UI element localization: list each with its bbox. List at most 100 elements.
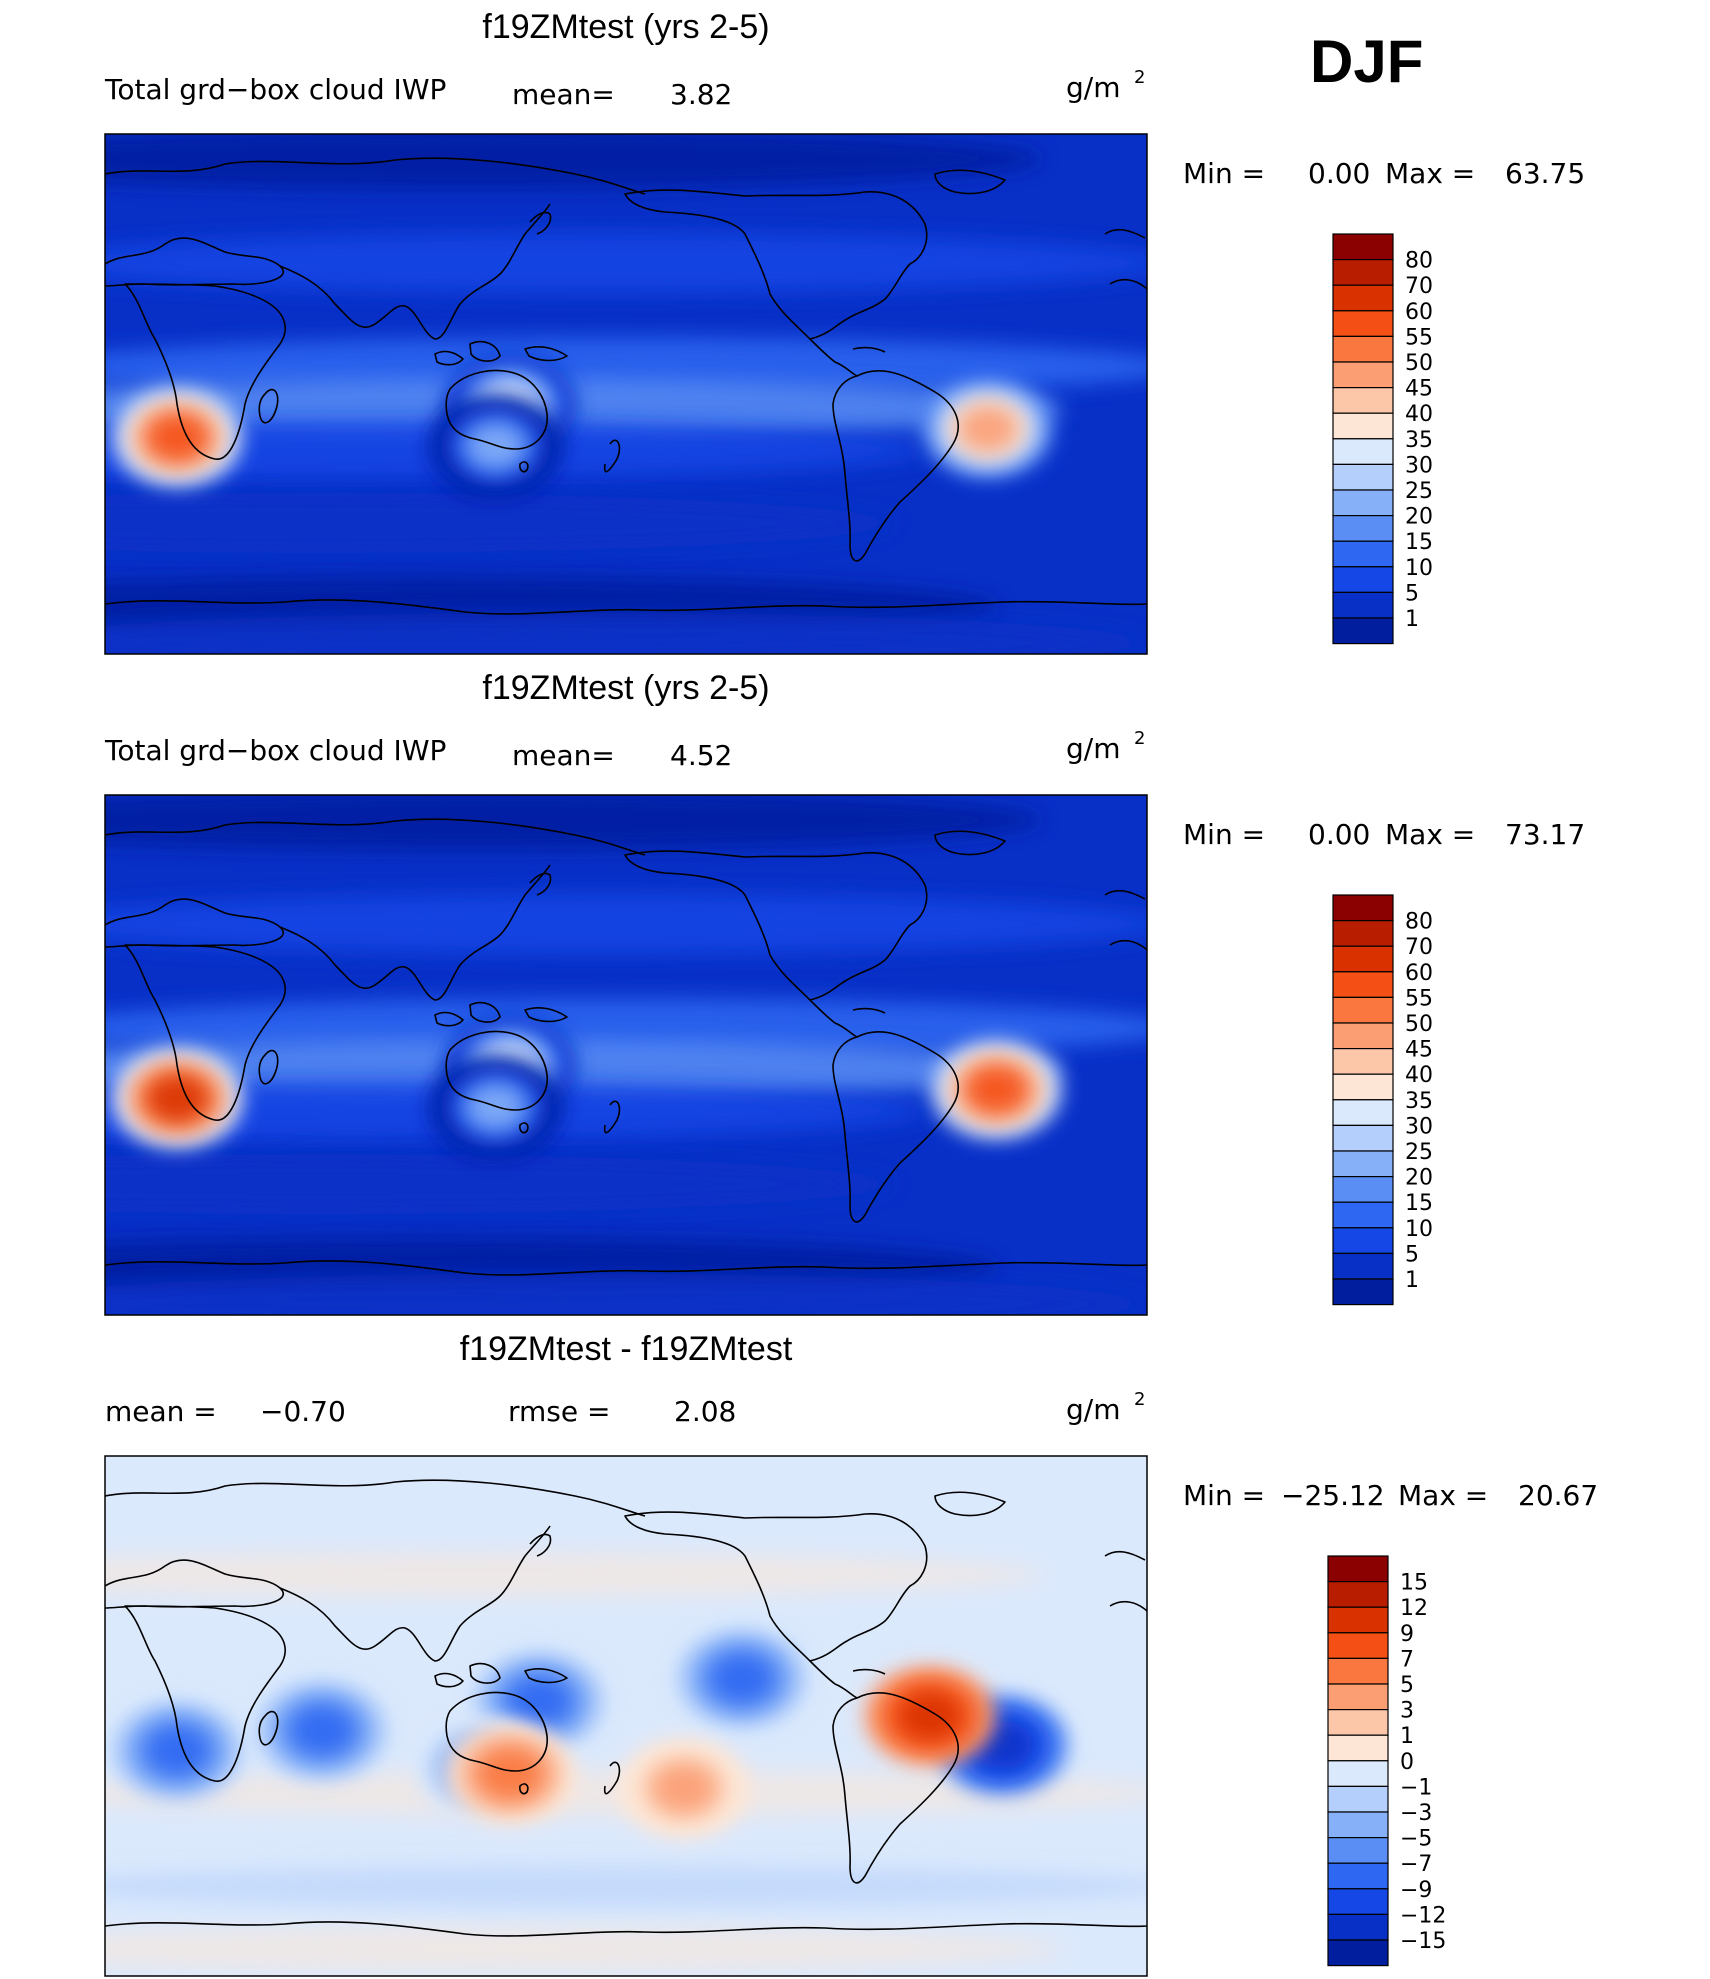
max-label: Max = <box>1398 1479 1488 1512</box>
colorbar-tick-label: 55 <box>1405 986 1433 1011</box>
region-southern-africa <box>147 1075 208 1122</box>
colorbar-box <box>1332 514 1394 542</box>
colorbar-tick-label: −1 <box>1400 1775 1432 1800</box>
region-southern-africa <box>147 414 208 461</box>
colorbar-tick-label: 15 <box>1400 1571 1428 1596</box>
min-value: −25.12 <box>1281 1479 1385 1512</box>
units-superscript: 2 <box>1134 1389 1145 1410</box>
map-frame <box>104 133 1148 655</box>
region-southern-africa <box>147 1727 208 1774</box>
colorbar-box <box>1332 1022 1394 1050</box>
region-australia-east <box>480 1750 541 1797</box>
colorbar-tick-label: −15 <box>1400 1929 1446 1954</box>
colorbar-tick-label: 25 <box>1405 479 1433 504</box>
colorbar-box <box>1332 540 1394 568</box>
colorbar-tick-label: 45 <box>1405 1038 1433 1063</box>
map-field <box>105 1456 1147 1976</box>
colorbar-box <box>1332 1047 1394 1075</box>
colorbar-box <box>1332 1175 1394 1203</box>
colorbar-tick-label: −3 <box>1400 1801 1432 1826</box>
field-band <box>105 1154 893 1214</box>
region-north-pacific <box>711 1655 772 1702</box>
colorbar-tick-label: 20 <box>1405 1166 1433 1191</box>
map-frame <box>104 794 1148 1316</box>
colorbar-box <box>1327 1632 1389 1660</box>
map-frame <box>104 1455 1148 1977</box>
colorbar-tick-label: 20 <box>1405 505 1433 530</box>
season-label: DJF <box>1310 28 1423 95</box>
min-value: 0.00 <box>1308 818 1370 851</box>
colorbar-tick-label: 1 <box>1400 1724 1414 1749</box>
map-panel-3: f19ZMtest - f19ZMtest mean = −0.70 rmse = 2.… <box>104 1330 1598 1977</box>
min-label: Min = <box>1183 818 1265 851</box>
field-band <box>105 1927 1065 1971</box>
colorbar-tick-label: 70 <box>1405 935 1433 960</box>
colorbar-box <box>1327 1555 1389 1583</box>
panel-title: f19ZMtest - f19ZMtest <box>460 1330 793 1368</box>
region-western-pacific <box>509 1678 570 1725</box>
colorbar-box <box>1332 996 1394 1024</box>
panel-title: f19ZMtest (yrs 2-5) <box>482 669 769 707</box>
colorbar-box <box>1327 1734 1389 1762</box>
stat1-label: mean= <box>512 739 615 772</box>
max-value: 63.75 <box>1505 157 1585 190</box>
colorbar-tick-label: 30 <box>1405 1114 1433 1139</box>
max-label: Max = <box>1385 157 1475 190</box>
colorbar-tick-label: 50 <box>1405 351 1433 376</box>
colorbar-tick-label: 40 <box>1405 1063 1433 1088</box>
colorbar-box <box>1332 387 1394 414</box>
colorbar-tick-label: 80 <box>1405 249 1433 274</box>
colorbar-tick-label: 50 <box>1405 1012 1433 1037</box>
colorbar-box <box>1327 1939 1389 1967</box>
units-label: g/m <box>1066 1393 1120 1426</box>
colorbar-box <box>1327 1760 1389 1788</box>
colorbar-tick-label: 10 <box>1405 556 1433 581</box>
colorbar-box <box>1332 1099 1394 1127</box>
units-superscript: 2 <box>1134 67 1145 88</box>
map-panel-2: f19ZMtest (yrs 2-5) Total grd−box cloud I… <box>104 669 1585 1316</box>
region-south-america <box>966 1066 1027 1113</box>
colorbar-box <box>1327 1657 1389 1685</box>
colorbar-box <box>1332 945 1394 973</box>
colorbar-box <box>1327 1708 1389 1736</box>
colorbar-tick-label: 55 <box>1405 325 1433 350</box>
colorbar-box <box>1332 310 1394 337</box>
colorbar-tick-label: −5 <box>1400 1827 1432 1852</box>
units-label: g/m <box>1066 732 1120 765</box>
region-south-america <box>957 405 1018 452</box>
colorbar-box <box>1327 1913 1389 1941</box>
max-value: 20.67 <box>1518 1479 1598 1512</box>
stat1-value: 4.52 <box>670 739 732 772</box>
colorbar-box <box>1332 489 1394 517</box>
stat2-label: rmse = <box>508 1395 610 1428</box>
field-band <box>105 1864 1147 1909</box>
colorbar-tick-label: 25 <box>1405 1140 1433 1165</box>
colorbar-box <box>1332 412 1394 440</box>
field-band <box>105 1273 1146 1315</box>
colorbar-tick-label: 0 <box>1400 1750 1414 1775</box>
region-indian-ocean <box>292 1707 353 1754</box>
colorbar-box <box>1332 335 1394 363</box>
field-band <box>105 493 893 553</box>
stat1-value: 3.82 <box>670 78 732 111</box>
colorbar-tick-label: 60 <box>1405 300 1433 325</box>
panel-label-left: mean = <box>105 1395 217 1428</box>
colorbar-tick-label: −7 <box>1400 1852 1432 1877</box>
colorbar-box <box>1332 919 1394 947</box>
colorbar-box <box>1327 1606 1389 1634</box>
colorbar-box <box>1332 1124 1394 1152</box>
panel-label-left: Total grd−box cloud IWP <box>104 734 446 767</box>
colorbar-box <box>1332 617 1394 645</box>
colorbar-tick-label: −9 <box>1400 1878 1432 1903</box>
panel-title: f19ZMtest (yrs 2-5) <box>482 8 769 46</box>
colorbar-box <box>1332 894 1394 922</box>
min-label: Min = <box>1183 1479 1265 1512</box>
region-andes <box>899 1693 960 1739</box>
colorbar-box <box>1332 591 1394 619</box>
colorbar-box <box>1327 1580 1389 1608</box>
colorbar-box <box>1332 438 1394 465</box>
colorbar-tick-label: 60 <box>1405 961 1433 986</box>
